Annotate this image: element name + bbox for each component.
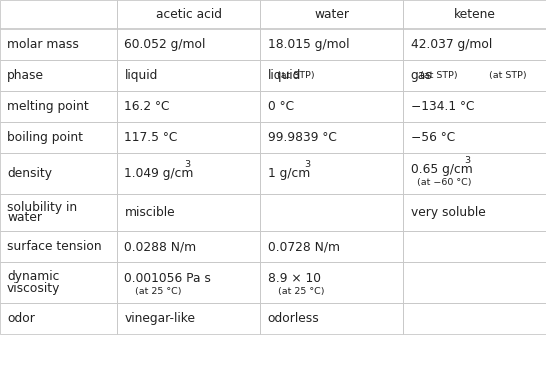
Bar <box>260 60 403 91</box>
Bar <box>403 91 546 122</box>
Bar <box>117 231 260 262</box>
Text: 0.001056 Pa s: 0.001056 Pa s <box>124 272 211 285</box>
Text: 16.2 °C: 16.2 °C <box>124 100 170 113</box>
Text: odorless: odorless <box>268 312 319 326</box>
Text: gas: gas <box>411 69 432 82</box>
Bar <box>117 0 260 28</box>
Bar <box>117 194 260 231</box>
Bar <box>0 231 117 262</box>
Bar <box>260 0 403 28</box>
Text: solubility in: solubility in <box>7 201 77 214</box>
Bar <box>403 28 546 60</box>
Bar <box>260 303 403 334</box>
Bar <box>260 262 403 303</box>
Text: 42.037 g/mol: 42.037 g/mol <box>411 38 492 51</box>
Text: vinegar-like: vinegar-like <box>124 312 195 326</box>
Text: acetic acid: acetic acid <box>156 8 222 21</box>
Text: 18.015 g/mol: 18.015 g/mol <box>268 38 349 51</box>
Bar <box>403 122 546 153</box>
Bar <box>117 28 260 60</box>
Bar <box>0 91 117 122</box>
Text: −134.1 °C: −134.1 °C <box>411 100 474 113</box>
Text: viscosity: viscosity <box>7 282 61 295</box>
Text: 117.5 °C: 117.5 °C <box>124 131 178 144</box>
Bar <box>0 60 117 91</box>
Bar <box>403 153 546 194</box>
Text: (at STP): (at STP) <box>275 70 315 80</box>
Text: 8.9 × 10: 8.9 × 10 <box>268 272 321 285</box>
Bar <box>0 0 117 28</box>
Bar <box>403 194 546 231</box>
Bar <box>403 0 546 28</box>
Text: boiling point: boiling point <box>7 131 83 144</box>
Bar <box>117 153 260 194</box>
Text: phase: phase <box>7 69 44 82</box>
Text: 0.0288 N/m: 0.0288 N/m <box>124 240 197 253</box>
Bar <box>260 153 403 194</box>
Text: surface tension: surface tension <box>7 240 102 253</box>
Bar <box>260 91 403 122</box>
Bar <box>117 262 260 303</box>
Text: density: density <box>7 167 52 180</box>
Bar <box>117 122 260 153</box>
Bar <box>117 303 260 334</box>
Text: water: water <box>314 8 349 21</box>
Text: 0.65 g/cm: 0.65 g/cm <box>411 163 472 176</box>
Text: liquid: liquid <box>268 69 301 82</box>
Text: 60.052 g/mol: 60.052 g/mol <box>124 38 206 51</box>
Bar <box>403 60 546 91</box>
Text: (at 25 °C): (at 25 °C) <box>278 287 325 296</box>
Bar <box>403 231 546 262</box>
Text: (at STP): (at STP) <box>418 70 458 80</box>
Text: miscible: miscible <box>124 206 175 219</box>
Text: odor: odor <box>7 312 35 326</box>
Text: very soluble: very soluble <box>411 206 485 219</box>
Bar <box>0 153 117 194</box>
Bar <box>260 194 403 231</box>
Text: molar mass: molar mass <box>7 38 79 51</box>
Bar <box>403 303 546 334</box>
Text: 99.9839 °C: 99.9839 °C <box>268 131 336 144</box>
Text: 1.049 g/cm: 1.049 g/cm <box>124 167 194 180</box>
Bar <box>0 194 117 231</box>
Bar <box>403 262 546 303</box>
Text: 3: 3 <box>184 160 191 169</box>
Text: 3: 3 <box>304 160 310 169</box>
Text: dynamic: dynamic <box>7 270 60 284</box>
Text: ketene: ketene <box>454 8 496 21</box>
Bar <box>117 91 260 122</box>
Text: melting point: melting point <box>7 100 89 113</box>
Text: −56 °C: −56 °C <box>411 131 455 144</box>
Text: (at 25 °C): (at 25 °C) <box>135 287 182 296</box>
Bar <box>0 122 117 153</box>
Bar <box>117 60 260 91</box>
Bar <box>0 262 117 303</box>
Text: (at STP): (at STP) <box>485 70 526 80</box>
Text: 1 g/cm: 1 g/cm <box>268 167 310 180</box>
Bar <box>0 28 117 60</box>
Text: (at −60 °C): (at −60 °C) <box>417 178 472 187</box>
Bar <box>260 28 403 60</box>
Text: water: water <box>7 211 42 224</box>
Bar <box>260 122 403 153</box>
Text: 3: 3 <box>465 156 471 165</box>
Bar <box>260 231 403 262</box>
Text: liquid: liquid <box>124 69 158 82</box>
Bar <box>0 303 117 334</box>
Text: 0.0728 N/m: 0.0728 N/m <box>268 240 340 253</box>
Text: 0 °C: 0 °C <box>268 100 294 113</box>
